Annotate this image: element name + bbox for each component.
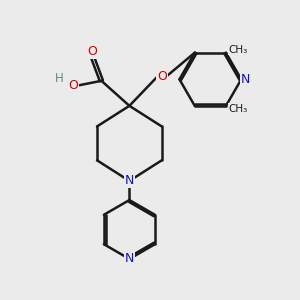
Text: N: N [125, 174, 134, 188]
Text: N: N [125, 252, 134, 266]
Text: H: H [55, 72, 64, 85]
Text: O: O [68, 79, 78, 92]
Text: CH₃: CH₃ [229, 104, 248, 114]
Text: O: O [157, 70, 167, 83]
Text: O: O [88, 45, 98, 58]
Text: CH₃: CH₃ [229, 45, 248, 55]
Text: N: N [241, 73, 250, 86]
